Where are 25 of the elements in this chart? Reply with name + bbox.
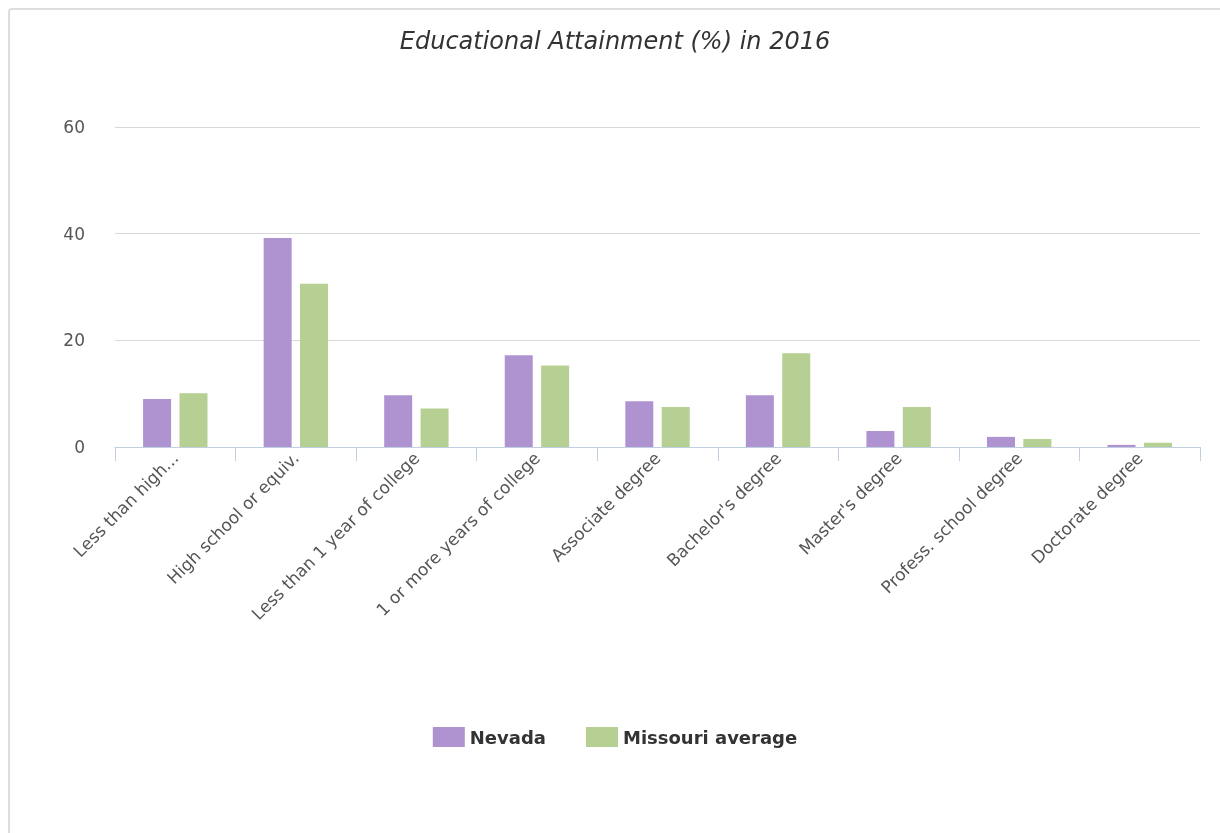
bar <box>866 431 895 447</box>
bar <box>1023 439 1052 447</box>
bar <box>902 407 931 447</box>
bar <box>143 399 172 447</box>
bar <box>1107 444 1136 447</box>
bar <box>300 283 329 447</box>
bar <box>384 395 413 447</box>
legend-label: Nevada <box>469 726 546 748</box>
bar <box>541 365 570 447</box>
bar <box>782 353 811 447</box>
bar <box>1143 442 1172 447</box>
bar <box>625 401 654 447</box>
bar <box>420 408 449 447</box>
bar <box>504 355 533 447</box>
bar <box>745 395 774 447</box>
bar <box>661 407 690 447</box>
bar <box>263 237 292 447</box>
y-tick-label: 40 <box>63 223 85 244</box>
y-tick-label: 60 <box>63 117 85 137</box>
bar <box>986 436 1015 447</box>
chart-title: Educational Attainment (%) in 2016 <box>399 27 831 55</box>
y-tick-label: 20 <box>63 330 85 351</box>
y-tick-label: 0 <box>74 437 85 457</box>
legend-label: Missouri average <box>622 726 798 748</box>
bar <box>179 393 208 447</box>
